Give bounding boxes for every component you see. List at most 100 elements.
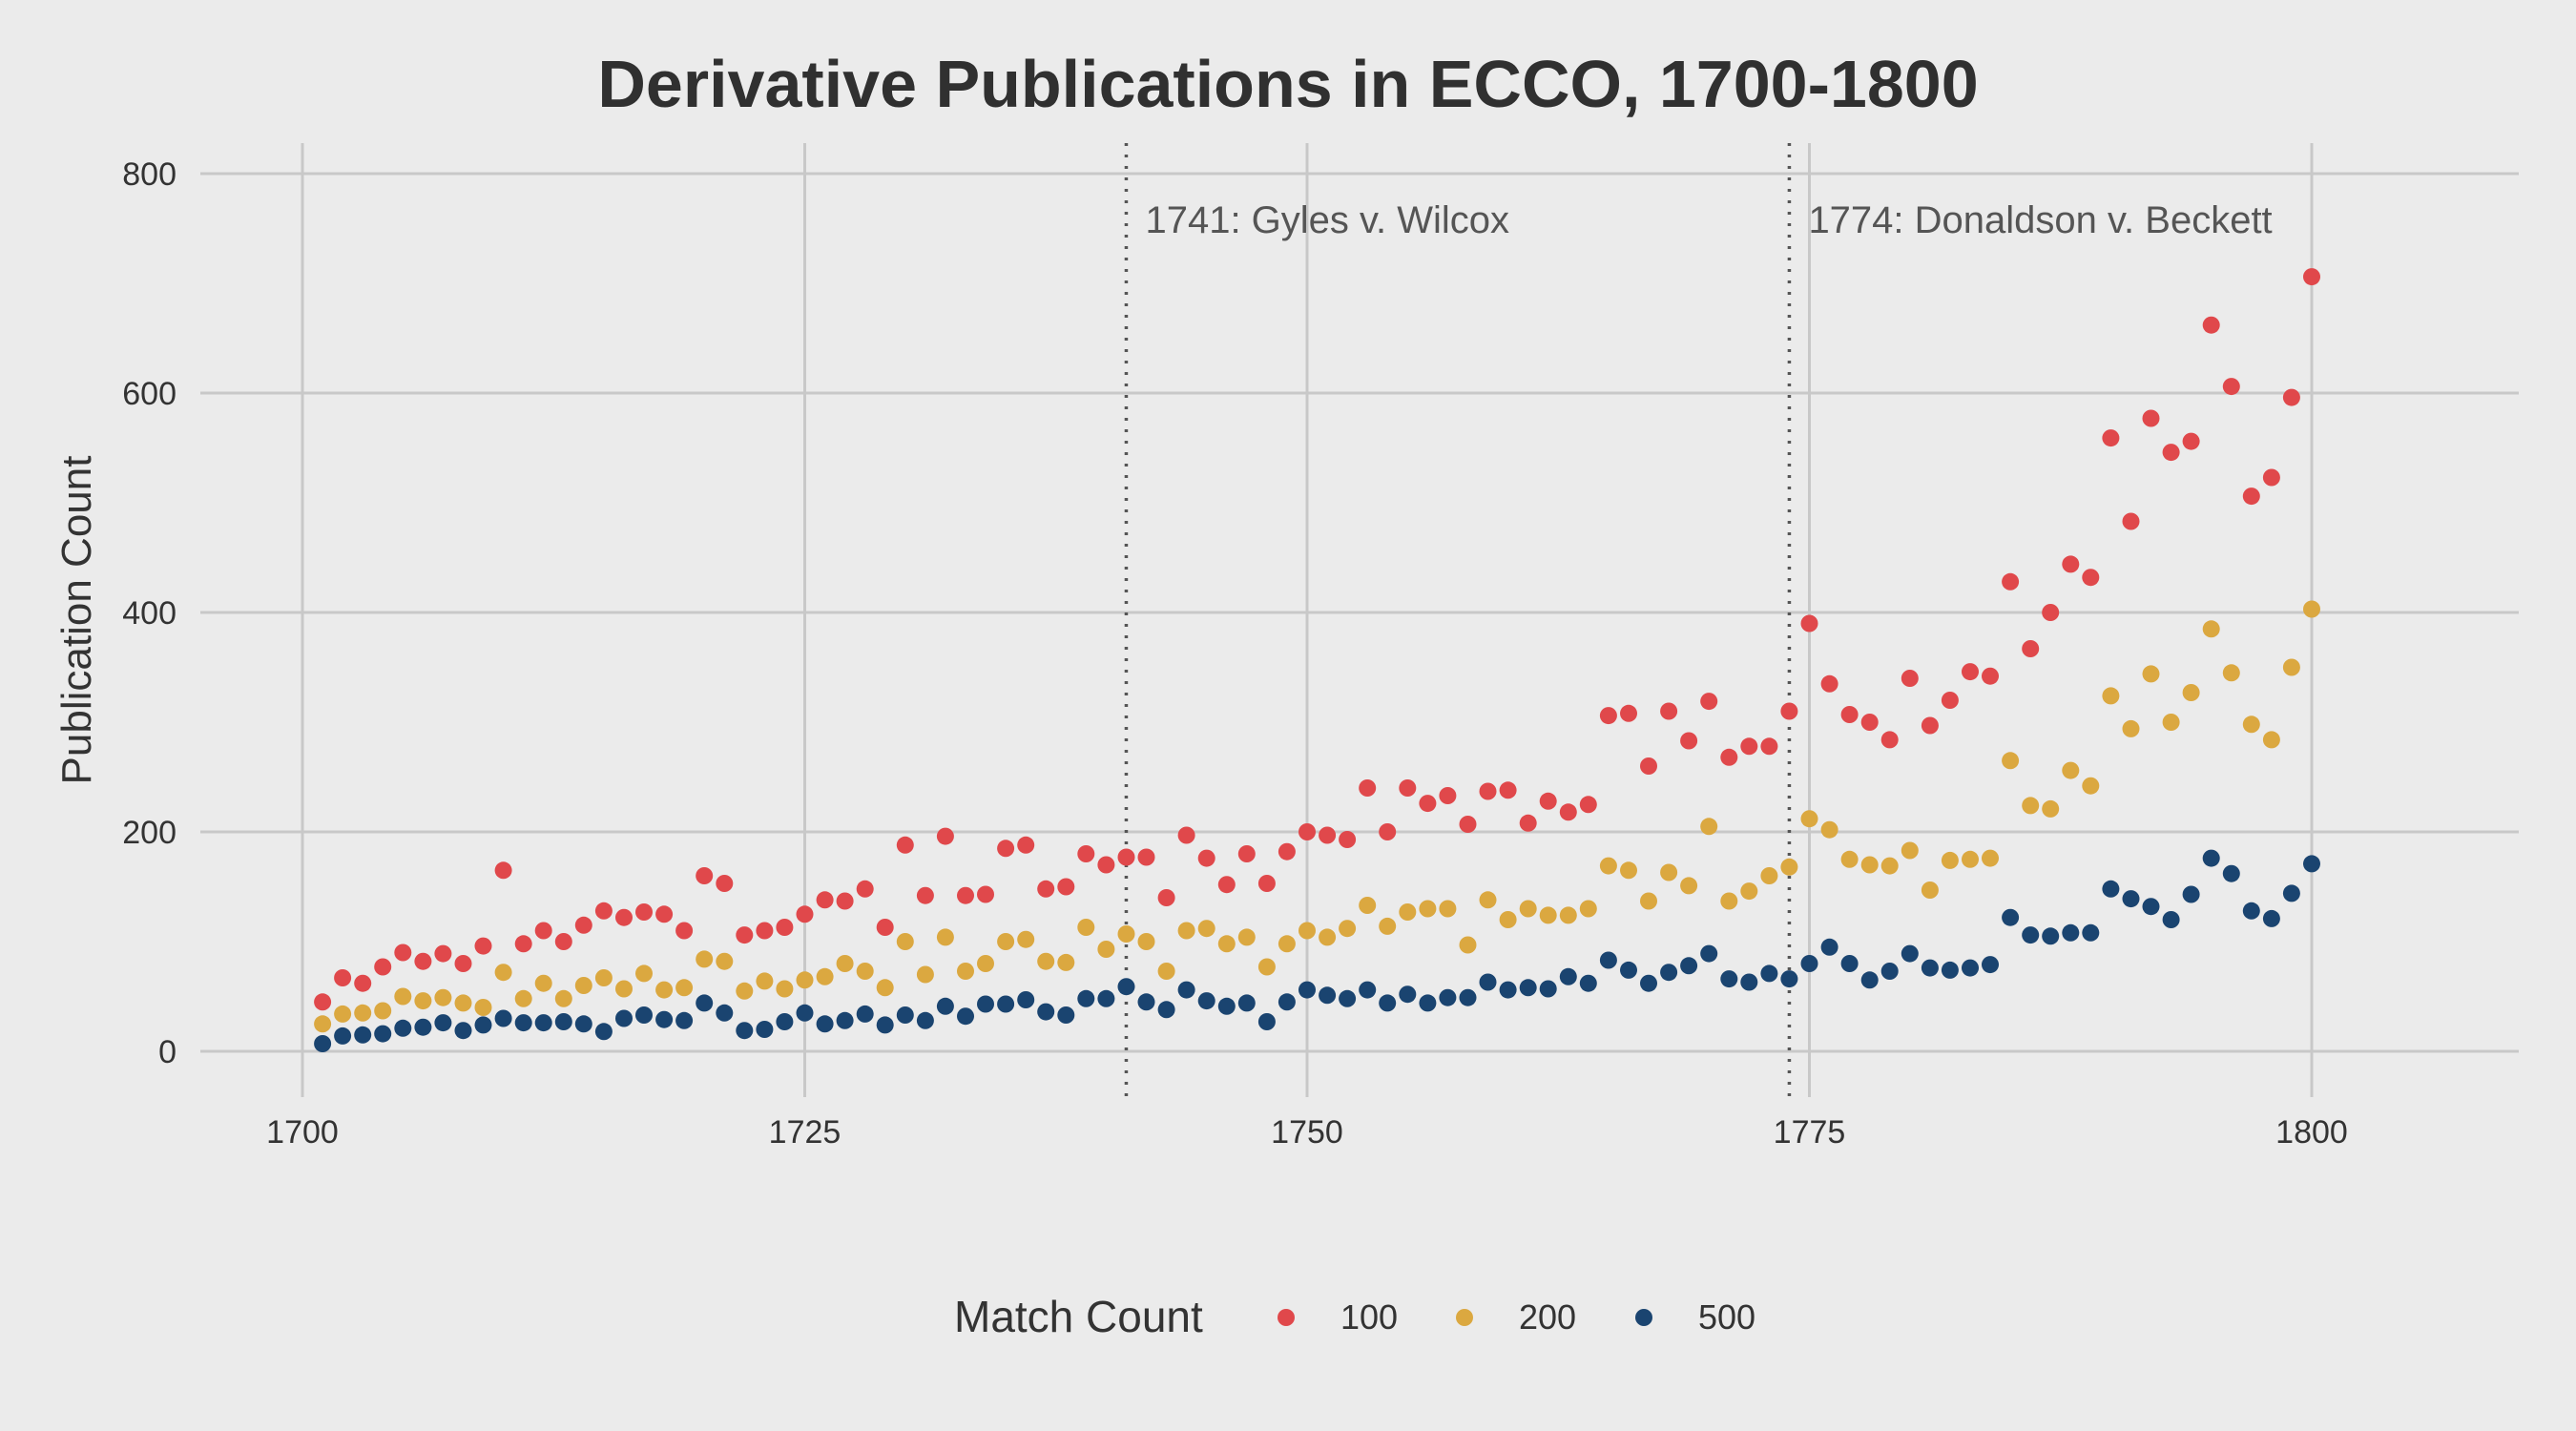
data-point <box>696 994 714 1012</box>
data-point <box>896 933 914 950</box>
data-point <box>1479 891 1497 909</box>
data-point <box>1921 716 1939 735</box>
data-point <box>615 980 633 998</box>
data-point <box>1740 973 1758 991</box>
data-point <box>1157 963 1175 980</box>
data-point <box>696 950 714 968</box>
data-point <box>434 1014 452 1032</box>
data-point <box>1097 856 1115 874</box>
data-point <box>1298 981 1316 999</box>
data-point <box>816 891 834 909</box>
data-point <box>1860 971 1879 989</box>
data-point <box>2122 512 2140 530</box>
data-point <box>514 935 532 953</box>
data-point <box>374 1025 392 1043</box>
data-point <box>1519 814 1537 832</box>
data-point <box>414 1018 432 1036</box>
data-point <box>494 964 512 982</box>
data-point <box>1359 779 1377 797</box>
data-point <box>916 1011 934 1029</box>
data-point <box>1197 849 1215 867</box>
data-point <box>1037 1003 1055 1021</box>
data-point <box>1459 988 1477 1006</box>
data-point <box>876 979 894 997</box>
data-point <box>836 892 854 910</box>
data-point <box>1720 748 1738 766</box>
y-tick-label: 0 <box>158 1034 177 1070</box>
data-point <box>1660 702 1678 720</box>
gridlines <box>200 143 2519 1097</box>
data-point <box>2082 923 2100 942</box>
data-point <box>1037 880 1055 898</box>
data-point <box>2142 665 2160 683</box>
data-point <box>1760 737 1778 756</box>
y-tick-label: 800 <box>122 156 177 193</box>
data-point <box>314 1015 332 1033</box>
data-point <box>1880 731 1899 749</box>
data-point <box>1700 818 1718 836</box>
data-point <box>1660 863 1678 881</box>
data-point <box>856 1005 874 1023</box>
data-point <box>2242 902 2260 920</box>
data-point <box>2042 927 2060 945</box>
data-point <box>534 1014 552 1032</box>
data-point <box>414 992 432 1010</box>
data-point <box>1359 897 1377 914</box>
data-point <box>514 1014 532 1032</box>
data-point <box>2303 600 2320 618</box>
data-point <box>1559 803 1577 821</box>
data-point <box>1177 981 1195 999</box>
data-point <box>916 886 934 904</box>
data-point <box>615 908 633 926</box>
data-point <box>936 928 954 946</box>
data-point <box>675 922 694 940</box>
data-point <box>454 955 472 972</box>
data-point <box>1017 991 1035 1008</box>
legend-label-100: 100 <box>1340 1297 1398 1337</box>
data-point <box>1399 779 1417 797</box>
annotation-label: 1774: Donaldson v. Beckett <box>1808 199 2272 241</box>
data-point <box>2002 908 2020 926</box>
data-point <box>1459 816 1477 833</box>
data-point <box>1379 994 1397 1012</box>
data-point <box>1599 951 1617 969</box>
data-point <box>756 922 774 940</box>
data-point <box>635 903 653 921</box>
data-point <box>1499 911 1517 928</box>
data-point <box>1640 974 1657 992</box>
data-point <box>1800 955 1818 972</box>
y-tick-label: 600 <box>122 376 177 412</box>
data-point <box>1237 928 1256 946</box>
data-point <box>2282 388 2300 406</box>
data-point <box>594 902 613 920</box>
data-point <box>2082 777 2100 795</box>
data-point <box>615 1009 633 1027</box>
legend: Match Count 100 200 500 <box>954 1292 1755 1341</box>
data-point <box>1257 1013 1276 1030</box>
data-point <box>1559 967 1577 985</box>
data-point <box>494 861 512 880</box>
data-point <box>1599 857 1617 875</box>
data-point <box>1620 861 1637 880</box>
data-point <box>977 885 994 903</box>
data-point <box>394 1019 412 1037</box>
y-tick-labels: 0 200 400 600 800 <box>122 156 177 1070</box>
data-point <box>1077 845 1095 862</box>
data-point <box>2202 316 2220 334</box>
data-point <box>1880 963 1899 980</box>
data-point <box>334 1005 352 1023</box>
data-point <box>1197 920 1215 938</box>
legend-label-500: 500 <box>1698 1297 1755 1337</box>
x-tick-label: 1800 <box>2275 1114 2348 1151</box>
data-point <box>756 1021 774 1038</box>
data-point <box>756 972 774 990</box>
data-point <box>1720 892 1738 910</box>
data-point <box>574 1015 592 1033</box>
data-point <box>957 963 974 980</box>
data-point <box>957 886 974 904</box>
data-point <box>1901 841 1919 860</box>
data-point <box>1579 974 1597 992</box>
data-point <box>374 1002 392 1020</box>
data-point <box>2303 855 2320 873</box>
data-point <box>1740 882 1758 901</box>
